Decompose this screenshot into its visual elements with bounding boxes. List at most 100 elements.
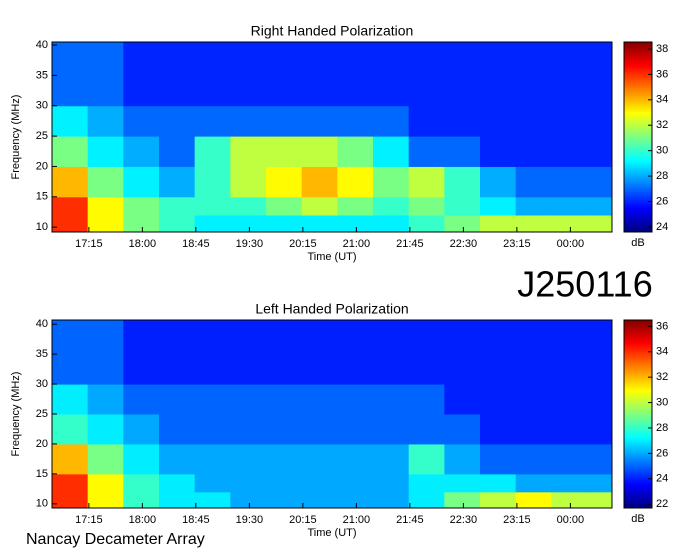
y-axis-label: Frequency (MHz) — [10, 95, 22, 180]
heatmap-cell — [301, 136, 338, 167]
colorbar-segment — [624, 506, 652, 509]
heatmap-cell — [52, 75, 89, 107]
colorbar-segment — [624, 164, 652, 167]
heatmap-cell — [230, 166, 267, 198]
heatmap-cell — [551, 414, 588, 445]
heatmap-cell — [480, 320, 517, 355]
colorbar-segment — [624, 220, 652, 223]
heatmap-cell — [444, 196, 481, 216]
y-tick-label: 10 — [36, 498, 48, 510]
colorbar-segment — [624, 184, 652, 187]
colorbar-segment — [624, 474, 652, 477]
colorbar-segment — [624, 180, 652, 183]
heatmap-cell — [52, 414, 89, 445]
y-tick-label: 25 — [36, 130, 48, 142]
heatmap-cell — [515, 443, 552, 475]
heatmap-cell — [515, 136, 552, 167]
y-tick-label: 35 — [36, 348, 48, 360]
colorbar-segment — [624, 228, 652, 231]
colorbar-segment — [624, 327, 652, 331]
colorbar-segment — [624, 440, 652, 444]
colorbar-segment — [624, 138, 652, 141]
x-tick-label: 00:00 — [557, 514, 585, 526]
heatmap-cell — [266, 473, 303, 493]
colorbar-segment — [624, 116, 652, 119]
heatmap-cell — [515, 196, 552, 216]
colorbar-segment — [624, 450, 652, 454]
colorbar-segment — [624, 214, 652, 217]
colorbar-segment — [624, 456, 652, 460]
x-tick-label: 18:45 — [182, 514, 210, 526]
heatmap-cell — [480, 414, 517, 445]
heatmap-cell — [337, 75, 374, 107]
heatmap-cell — [159, 473, 196, 493]
x-tick-label: 19:30 — [236, 514, 264, 526]
colorbar-segment — [624, 413, 652, 416]
heatmap-cell — [230, 354, 267, 385]
heatmap-cell — [373, 75, 410, 107]
colorbar-segment — [624, 146, 652, 149]
colorbar-segment — [624, 218, 652, 221]
heatmap-cell — [408, 491, 445, 509]
colorbar-segment — [624, 170, 652, 173]
colorbar-segment — [624, 144, 652, 147]
colorbar-segment — [624, 222, 652, 225]
colorbar-segment — [624, 124, 652, 127]
colorbar-segment — [624, 160, 652, 163]
y-tick-label: 35 — [36, 69, 48, 81]
heatmap-cell — [266, 384, 303, 415]
colorbar-segment — [624, 426, 652, 430]
colorbar-segment — [624, 204, 652, 207]
colorbar-segment — [624, 333, 652, 337]
heatmap-cell — [373, 320, 410, 355]
heatmap-cell — [159, 42, 196, 76]
colorbar-segment — [624, 114, 652, 117]
colorbar-segment — [624, 186, 652, 189]
heatmap-cell — [266, 42, 303, 76]
heatmap-cell — [123, 384, 160, 415]
colorbar-segment — [624, 405, 652, 408]
heatmap-cell — [337, 105, 374, 137]
heatmap-cell — [52, 42, 89, 76]
colorbar-segment — [624, 136, 652, 139]
colorbar-segment — [624, 140, 652, 143]
heatmap-cell — [480, 136, 517, 167]
heatmap-cell — [230, 384, 267, 415]
heatmap-cell — [301, 443, 338, 475]
heatmap-cell — [159, 443, 196, 475]
colorbar-segment — [624, 152, 652, 155]
heatmap-cell — [194, 473, 231, 493]
heatmap-cell — [159, 105, 196, 137]
colorbar-segment — [624, 373, 652, 376]
colorbar-segment — [624, 484, 652, 487]
heatmap-cell — [373, 215, 410, 233]
x-tick-label: 22:30 — [450, 514, 478, 526]
x-tick-label: 21:00 — [343, 514, 371, 526]
colorbar-segment — [624, 158, 652, 161]
heatmap-cell — [301, 196, 338, 216]
colorbar-segment — [624, 216, 652, 219]
x-tick-label: 17:15 — [75, 238, 103, 250]
heatmap-cell — [408, 354, 445, 385]
heatmap-cell — [551, 443, 588, 475]
colorbar-segment — [624, 468, 652, 471]
heatmap-cell — [194, 136, 231, 167]
heatmap-cell — [266, 414, 303, 445]
colorbar-segment — [624, 478, 652, 481]
heatmap-cell — [230, 105, 267, 137]
colorbar-segment — [624, 202, 652, 205]
heatmap-cell — [230, 320, 267, 355]
heatmap-cell — [301, 166, 338, 198]
heatmap-cell — [373, 354, 410, 385]
colorbar-segment — [624, 470, 652, 473]
heatmap-cell — [480, 196, 517, 216]
colorbar-segment — [624, 420, 652, 424]
colorbar-segment — [624, 458, 652, 462]
colorbar-segment — [624, 414, 652, 418]
heatmap-cell — [587, 473, 613, 493]
heatmap-cell — [444, 215, 481, 233]
heatmap-cell — [515, 105, 552, 137]
y-tick-label: 20 — [36, 438, 48, 450]
colorbar-segment — [624, 436, 652, 440]
colorbar-tick-label: 24 — [656, 221, 668, 233]
